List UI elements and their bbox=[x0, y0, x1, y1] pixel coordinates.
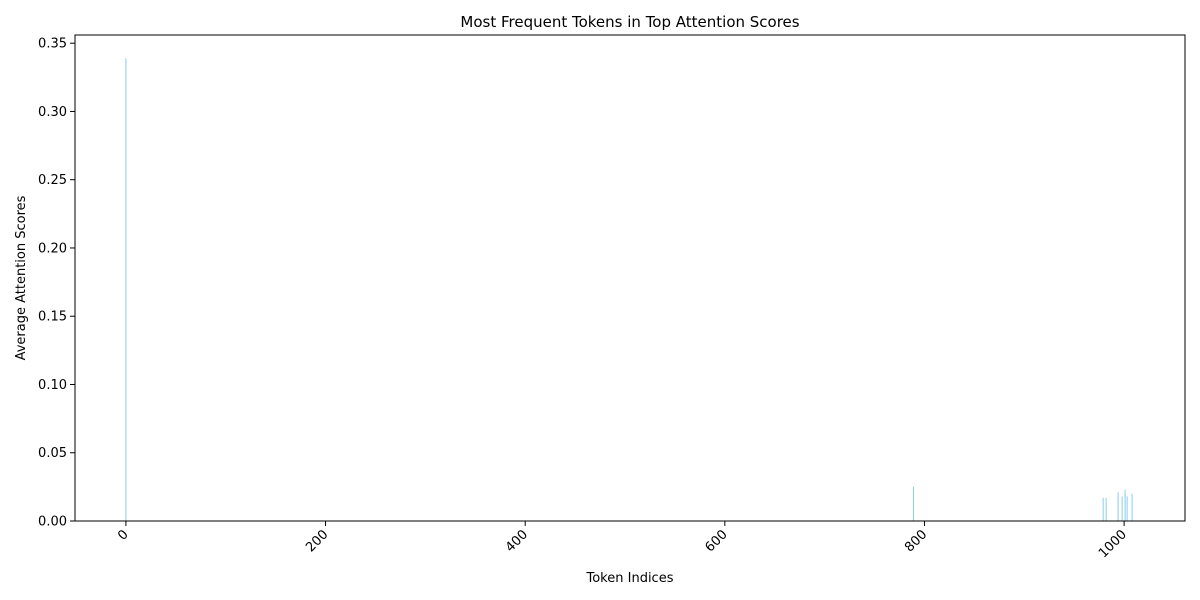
bar bbox=[1105, 497, 1107, 521]
bar bbox=[1117, 492, 1119, 521]
bar bbox=[912, 486, 914, 521]
x-tick-label: 800 bbox=[902, 527, 930, 555]
bar bbox=[1121, 496, 1123, 521]
x-tick-label: 400 bbox=[503, 527, 531, 555]
bars-group bbox=[125, 58, 1133, 522]
x-tick-label: 0 bbox=[115, 527, 131, 543]
chart-title: Most Frequent Tokens in Top Attention Sc… bbox=[460, 13, 799, 31]
x-tick-label: 1000 bbox=[1096, 527, 1130, 561]
x-axis: 0 200 400 600 800 1000 bbox=[115, 521, 1130, 561]
y-tick-label: 0.00 bbox=[38, 515, 67, 530]
y-axis: 0.00 0.05 0.10 0.15 0.20 0.25 0.30 0.35 bbox=[38, 37, 75, 530]
y-tick-label: 0.35 bbox=[38, 37, 67, 52]
x-tick-label: 200 bbox=[303, 527, 331, 555]
y-tick-label: 0.25 bbox=[38, 173, 67, 188]
bar bbox=[1124, 489, 1126, 521]
y-tick-label: 0.15 bbox=[38, 310, 67, 325]
bar bbox=[1102, 497, 1104, 521]
y-tick-label: 0.30 bbox=[38, 105, 67, 120]
y-tick-label: 0.05 bbox=[38, 446, 67, 461]
bar bbox=[1131, 493, 1133, 521]
y-tick-label: 0.20 bbox=[38, 241, 67, 256]
plot-frame bbox=[74, 34, 1186, 522]
bar bbox=[125, 58, 127, 522]
y-tick-label: 0.10 bbox=[38, 378, 67, 393]
y-axis-label: Average Attention Scores bbox=[14, 195, 29, 360]
x-axis-label: Token Indices bbox=[586, 571, 674, 586]
x-tick-label: 600 bbox=[702, 527, 730, 555]
bar bbox=[1126, 496, 1128, 521]
